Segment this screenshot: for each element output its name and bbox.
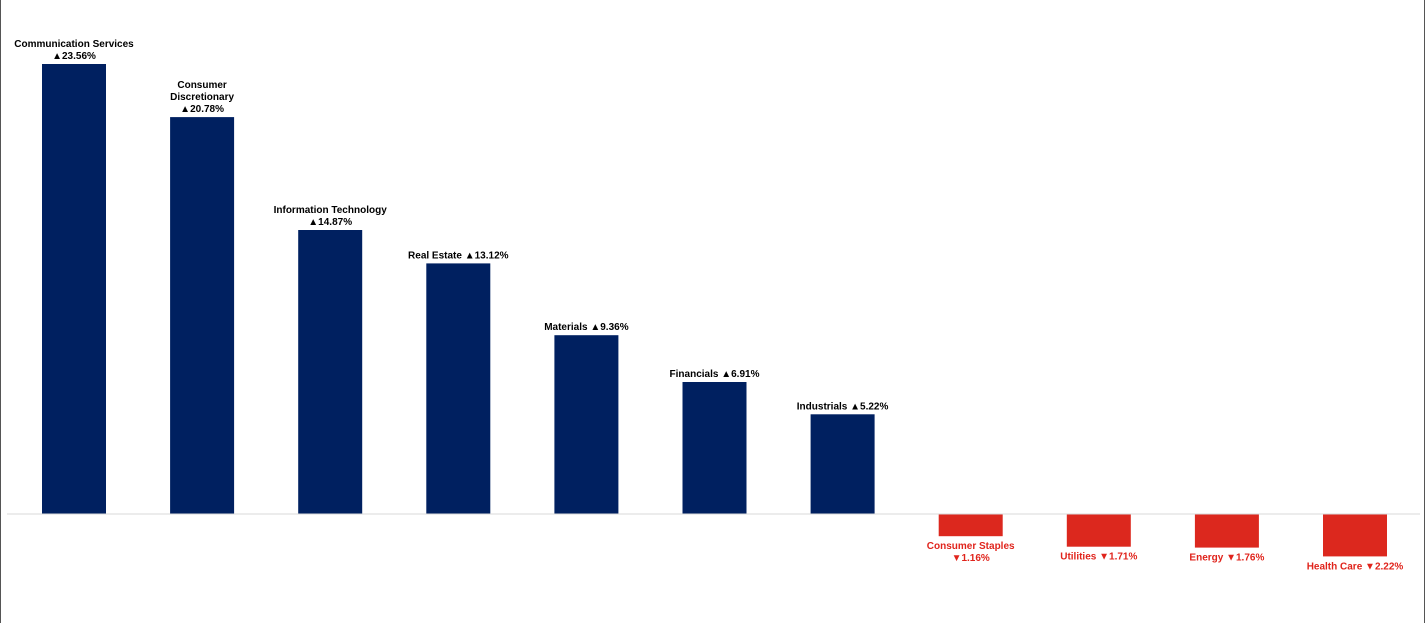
data-label-communication-services: Communication Services ▲23.56% bbox=[14, 39, 134, 62]
bar-health-care bbox=[1323, 514, 1387, 557]
data-label-line: ▲23.56% bbox=[52, 51, 96, 62]
data-label-line: ▲14.87% bbox=[308, 217, 352, 228]
bars-layer bbox=[42, 64, 1387, 557]
data-label-line: Communication Services bbox=[14, 39, 134, 50]
data-label-consumer-staples: Consumer Staples ▼1.16% bbox=[927, 541, 1015, 564]
data-label-line: Energy ▼1.76% bbox=[1189, 553, 1264, 564]
data-label-line: ▼1.16% bbox=[952, 553, 990, 564]
data-label-line: Real Estate ▲13.12% bbox=[408, 250, 509, 261]
data-label-financials: Financials ▲6.91% bbox=[670, 369, 760, 380]
data-label-utilities: Utilities ▼1.71% bbox=[1060, 552, 1137, 563]
data-label-line: Financials ▲6.91% bbox=[670, 369, 760, 380]
data-label-line: Consumer Staples bbox=[927, 541, 1015, 552]
bar-financials bbox=[682, 382, 747, 514]
data-label-line: Utilities ▼1.71% bbox=[1060, 552, 1137, 563]
data-label-information-technology: Information Technology ▲14.87% bbox=[274, 205, 388, 228]
data-label-line: Health Care ▼2.22% bbox=[1307, 561, 1404, 572]
data-label-energy: Energy ▼1.76% bbox=[1189, 553, 1264, 564]
bar-materials bbox=[554, 335, 619, 514]
bar-energy bbox=[1194, 514, 1259, 548]
data-label-materials: Materials ▲9.36% bbox=[544, 322, 628, 333]
data-label-line: Discretionary bbox=[170, 92, 234, 103]
data-label-health-care: Health Care ▼2.22% bbox=[1307, 561, 1404, 572]
bar-industrials bbox=[810, 414, 875, 514]
bar-communication-services bbox=[42, 64, 106, 514]
data-label-industrials: Industrials ▲5.22% bbox=[797, 401, 889, 412]
data-label-line: Materials ▲9.36% bbox=[544, 322, 628, 333]
data-label-line: ▲20.78% bbox=[180, 104, 224, 115]
bar-consumer-staples bbox=[938, 514, 1003, 537]
data-label-line: Consumer bbox=[177, 80, 227, 91]
bar-information-technology bbox=[298, 230, 363, 514]
data-label-line: Information Technology bbox=[274, 205, 388, 216]
data-label-line: Industrials ▲5.22% bbox=[797, 401, 889, 412]
bar-utilities bbox=[1066, 514, 1131, 547]
bar-real-estate bbox=[426, 263, 491, 514]
data-label-real-estate: Real Estate ▲13.12% bbox=[408, 250, 509, 261]
bar-consumer-discretionary bbox=[170, 117, 235, 514]
labels-layer: Communication Services ▲23.56% Consumer Dis… bbox=[14, 39, 1403, 572]
data-label-consumer-discretionary: Consumer Discretionary ▲20.78% bbox=[170, 80, 234, 115]
